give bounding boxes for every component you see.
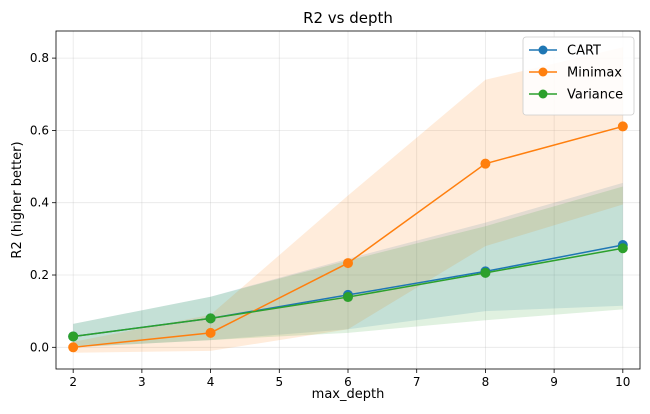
x-tick-label: 3 [138,375,146,389]
point-variance [617,243,628,254]
y-tick-label: 0.2 [30,268,49,282]
point-minimax [617,121,628,132]
plot-area [68,47,628,353]
x-tick-label: 4 [207,375,215,389]
legend-marker-cart [538,45,548,55]
chart-title: R2 vs depth [303,9,393,27]
x-axis-label: max_depth [312,387,385,402]
x-tick-label: 6 [344,375,352,389]
point-minimax [68,342,79,353]
legend-box [522,36,635,116]
x-tick-label: 2 [69,375,77,389]
point-variance [205,313,216,324]
x-tick-label: 8 [482,375,490,389]
point-minimax [343,258,353,269]
legend-label-variance: Variance [567,88,623,103]
x-tick-label: 9 [550,375,558,389]
y-axis-label: R2 (higher better) [10,141,25,258]
y-tick-label: 0.0 [30,340,49,354]
point-variance [68,331,79,342]
y-tick-label: 0.8 [30,51,49,65]
x-tick-label: 10 [615,375,630,389]
legend: CART Minimax Variance [522,36,635,116]
y-tick-label: 0.6 [30,123,49,137]
legend-marker-minimax [538,67,548,77]
x-tick-label: 5 [275,375,283,389]
legend-label-cart: CART [567,44,601,59]
y-tick-label: 0.4 [30,196,49,210]
legend-label-minimax: Minimax [567,66,622,81]
point-minimax [205,327,216,338]
band-minimax [73,47,623,353]
point-variance [480,267,491,278]
point-minimax [480,158,491,169]
point-variance [343,292,353,303]
legend-marker-variance [538,89,548,99]
x-tick-label: 7 [413,375,421,389]
